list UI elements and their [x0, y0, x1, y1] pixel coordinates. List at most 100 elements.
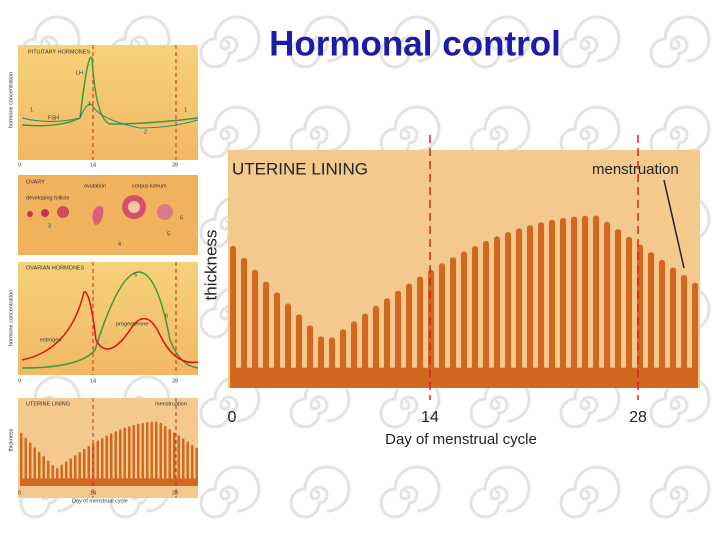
panel-ovarian-hormones: OVARIAN HORMONES hormone concentration p… [8, 262, 199, 384]
lining-stripe [549, 219, 556, 388]
marker: 1 [30, 107, 33, 113]
label: developing follicle [26, 195, 69, 201]
lining-stripe [263, 281, 270, 388]
x-tick: 14 [90, 162, 96, 168]
x-tick: 0 [228, 409, 237, 426]
lining-stripe [110, 433, 113, 486]
lining-stripe [274, 292, 281, 388]
lining-stripe [395, 290, 402, 388]
x-tick: 0 [18, 490, 21, 496]
lining-stripe [439, 263, 446, 388]
x-tick: 14 [90, 490, 96, 496]
curve [21, 103, 199, 129]
panel-pituitary: PITUITARY HORMONES hormone concentration… [8, 45, 199, 168]
lining-stripe [42, 456, 45, 486]
panel-heading: OVARY [26, 179, 45, 185]
marker: 4 [118, 241, 121, 247]
lining-stripe [505, 232, 512, 388]
lining-stripe [659, 259, 666, 388]
x-label: Day of menstrual cycle [385, 431, 537, 448]
lining-base [20, 478, 196, 486]
x-tick: 28 [629, 409, 647, 426]
lining-stripe [681, 275, 688, 388]
y-label: hormone concentration [8, 290, 14, 346]
lining-stripe [150, 421, 153, 486]
ovulation [92, 206, 104, 225]
lining-stripe [571, 216, 578, 388]
lining-stripe [128, 426, 131, 486]
panel-uterine-main: UTERINE LINING menstruation thickness 0 … [201, 135, 700, 448]
lining-stripe [417, 276, 424, 388]
marker: 5 [167, 231, 170, 237]
curve-label: estrogen [40, 337, 61, 343]
lining-stripe [329, 337, 336, 388]
lining-stripe [78, 451, 81, 486]
curve [21, 271, 199, 369]
lining-stripe [65, 461, 68, 486]
curve-label: FSH [48, 115, 59, 121]
lining-stripe [186, 441, 189, 486]
note: menstruation [155, 401, 187, 407]
curve-label: LH [76, 70, 83, 76]
lining-stripe [105, 435, 108, 486]
lining-stripe [155, 421, 158, 486]
lining-stripe [141, 422, 144, 486]
corpus-luteum [128, 201, 140, 213]
x-label: Day of menstrual cycle [72, 498, 128, 504]
lining-stripe [582, 215, 589, 388]
lining-stripe [307, 325, 314, 388]
lining-stripe [560, 218, 567, 388]
marker: 3 [48, 223, 51, 229]
panel-bg [18, 262, 198, 375]
panel-heading: UTERINE LINING [26, 401, 70, 407]
lining-stripe [38, 451, 41, 486]
lining-stripe [615, 229, 622, 388]
lining-stripe [461, 251, 468, 388]
curve [21, 56, 199, 127]
marker: 5 [134, 272, 137, 278]
lining-stripe [252, 269, 259, 388]
corpus-luteum [157, 204, 173, 220]
lining-stripe [119, 429, 122, 486]
lining-stripe [137, 423, 140, 486]
lining-stripe [428, 269, 435, 388]
lining-stripe [527, 225, 534, 388]
lining-stripe [351, 321, 358, 388]
lining-stripe [191, 444, 194, 486]
follicle [57, 206, 69, 218]
lining-stripe [24, 437, 27, 486]
lining-stripe [285, 303, 292, 388]
lining-stripe [593, 215, 600, 388]
marker: 6 [165, 313, 168, 319]
x-tick: 14 [90, 378, 96, 384]
x-tick: 14 [421, 409, 439, 426]
lining-stripe [74, 455, 77, 486]
lining-stripe [164, 426, 167, 486]
lining-stripe [373, 305, 380, 388]
panel-bg [18, 45, 198, 160]
follicle [27, 211, 33, 217]
lining-stripe [516, 228, 523, 388]
lining-stripe [538, 222, 545, 388]
lining-stripe [87, 446, 90, 486]
lining-stripe [159, 422, 162, 486]
lining-stripe [318, 336, 325, 388]
lining-stripe [146, 422, 149, 486]
lining-stripe [296, 314, 303, 388]
curve [21, 291, 199, 364]
lining-stripe [96, 440, 99, 486]
lining-stripe [47, 460, 50, 486]
lining-stripe [132, 424, 135, 486]
lining-stripe [173, 432, 176, 486]
panel-ovary: OVARY developing follicle ovulation corp… [18, 175, 198, 255]
panel-heading: PITUITARY HORMONES [28, 49, 90, 55]
panel-uterine-small: UTERINE LINING menstruation thickness 0 … [8, 398, 198, 504]
lining-stripe [83, 448, 86, 486]
lining-stripe [195, 447, 198, 486]
x-tick: 28 [172, 162, 178, 168]
lining-stripe [472, 246, 479, 388]
label: corpus luteum [132, 183, 167, 189]
lining-stripe [362, 313, 369, 388]
panel-heading: UTERINE LINING [232, 159, 368, 178]
